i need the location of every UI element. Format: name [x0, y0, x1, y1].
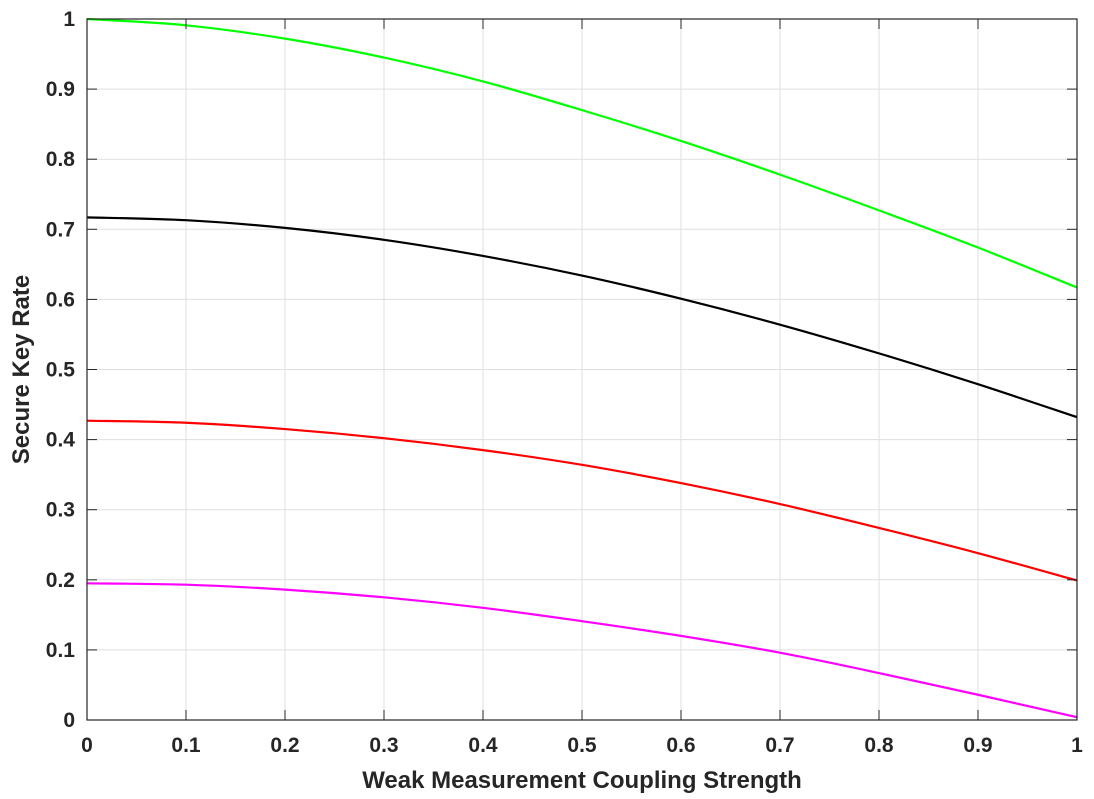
x-axis-label: Weak Measurement Coupling Strength	[362, 767, 802, 794]
y-tick-label: 0.9	[46, 78, 75, 101]
x-tick-label: 0.9	[963, 734, 992, 757]
y-tick-label: 0.5	[46, 359, 76, 382]
series-red-line	[86, 419, 1078, 582]
y-axis-label: Secure Key Rate	[8, 275, 35, 464]
x-tick-label: 0.3	[369, 734, 398, 757]
x-tick-label: 0.8	[864, 734, 894, 757]
x-tick-labels: 0 0.1 0.2 0.3 0.4 0.5 0.6 0.7 0.8 0.9 1	[81, 734, 1083, 757]
x-tick-label: 0.1	[171, 734, 201, 757]
y-tick-label: 0.1	[46, 639, 76, 662]
y-tick-label: 0.8	[46, 148, 76, 171]
series-lines	[86, 17, 1078, 719]
series-green-line	[86, 17, 1078, 289]
y-tick-label: 0.2	[46, 569, 75, 592]
y-tick-label: 1	[63, 8, 75, 31]
y-tick-label: 0.4	[46, 429, 76, 452]
x-tick-label: 0.5	[567, 734, 597, 757]
x-tick-label: 1	[1071, 734, 1083, 757]
y-tick-label: 0.3	[46, 499, 75, 522]
y-tick-label: 0	[63, 709, 75, 732]
series-magenta-line	[86, 582, 1078, 719]
x-tick-label: 0.2	[270, 734, 299, 757]
y-tick-labels: 0 0.1 0.2 0.3 0.4 0.5 0.6 0.7 0.8 0.9 1	[46, 8, 76, 732]
grid	[87, 19, 1077, 720]
series-black-line	[86, 216, 1078, 419]
y-tick-label: 0.6	[46, 288, 75, 311]
x-tick-label: 0	[81, 734, 93, 757]
x-tick-label: 0.7	[765, 734, 794, 757]
x-tick-label: 0.6	[666, 734, 695, 757]
ticks	[86, 18, 1078, 721]
x-tick-label: 0.4	[468, 734, 498, 757]
y-tick-label: 0.7	[46, 218, 75, 241]
